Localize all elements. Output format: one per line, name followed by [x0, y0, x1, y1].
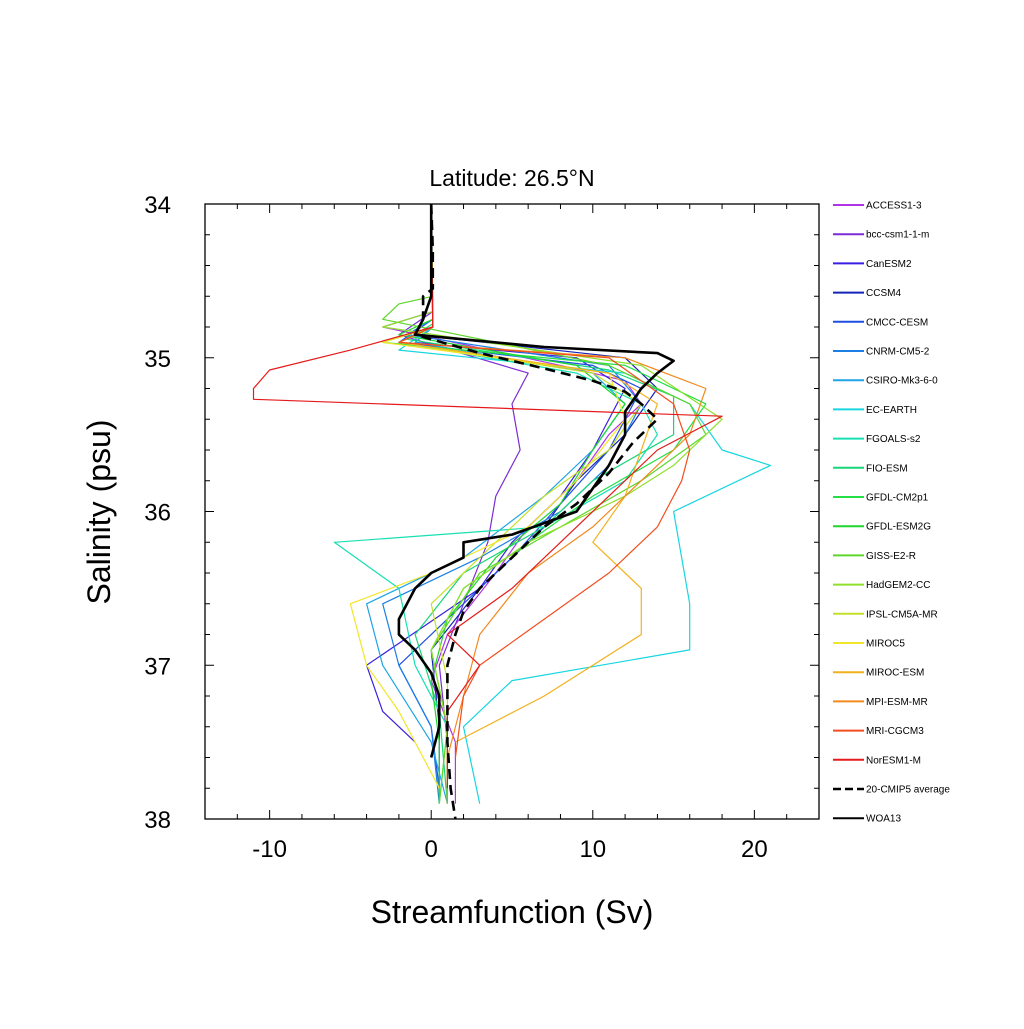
x-tick-label: -10	[252, 836, 287, 863]
legend-label: MRI-CGCM3	[866, 726, 924, 737]
series-line-gfdl-esm2g	[398, 204, 626, 804]
chart-title: Latitude: 26.5°N	[429, 165, 594, 191]
series-line-ec-earth	[398, 204, 772, 804]
x-tick-label: 20	[741, 836, 768, 863]
legend-label: MPI-ESM-MR	[866, 697, 928, 708]
legend-label: WOA13	[866, 814, 901, 825]
series-line-woa13	[397, 204, 675, 758]
series-layer	[252, 204, 772, 819]
x-tick-label: 10	[579, 836, 606, 863]
series-line-20-cmip5-average	[413, 204, 659, 819]
legend-label: EC-EARTH	[866, 405, 917, 416]
legend-label: IPSL-CM5A-MR	[866, 609, 938, 620]
series-line-access1-3	[382, 204, 642, 804]
legend-label: HadGEM2-CC	[866, 580, 930, 591]
series-line-hadgem2-cc	[382, 204, 723, 804]
legend-label: GISS-E2-R	[866, 551, 916, 562]
legend-label: GFDL-CM2p1	[866, 493, 929, 504]
axes-layer: -10 0 10 20 34 35 36 37 38	[144, 192, 820, 863]
series-line-miroc5	[349, 204, 626, 789]
legend-label: CNRM-CM5-2	[866, 347, 930, 358]
legend-label: CCSM4	[866, 288, 901, 299]
x-axis-label: Streamfunction (Sv)	[371, 894, 654, 930]
legend-label: CSIRO-Mk3-6-0	[866, 376, 938, 387]
legend-label: ACCESS1-3	[866, 201, 922, 212]
y-tick-label: 36	[144, 500, 171, 527]
legend-label: bcc-csm1-1-m	[866, 230, 929, 241]
legend-label: MIROC-ESM	[866, 668, 924, 679]
legend-label: CMCC-CESM	[866, 317, 928, 328]
series-line-cmcc-cesm	[398, 204, 642, 789]
x-tick-label: 0	[425, 836, 438, 863]
legend-label: 20-CMIP5 average	[866, 785, 950, 796]
series-line-bcc-csm1-1-m	[398, 204, 529, 804]
legend-label: NorESM1-M	[866, 755, 921, 766]
series-line-cnrm-cm5-2	[382, 204, 642, 804]
legend-label: CanESM2	[866, 259, 912, 270]
legend-label: MIROC5	[866, 639, 905, 650]
plot-frame	[204, 203, 820, 820]
y-tick-label: 37	[144, 653, 171, 680]
y-tick-label: 34	[144, 192, 171, 219]
series-line-noresm1-m	[252, 204, 723, 789]
legend-label: FGOALS-s2	[866, 434, 921, 445]
y-tick-label: 38	[144, 807, 171, 834]
legend-label: FIO-ESM	[866, 463, 908, 474]
y-axis-label: Salinity (psu)	[81, 420, 117, 605]
legend-label: GFDL-ESM2G	[866, 522, 931, 533]
legend: ACCESS1-3 bcc-csm1-1-m CanESM2 CCSM4 CMCC-CE…	[833, 201, 950, 825]
series-line-csiro-mk3-6-0	[366, 204, 626, 804]
y-tick-label: 35	[144, 346, 171, 373]
series-line-canesm2	[366, 204, 626, 743]
